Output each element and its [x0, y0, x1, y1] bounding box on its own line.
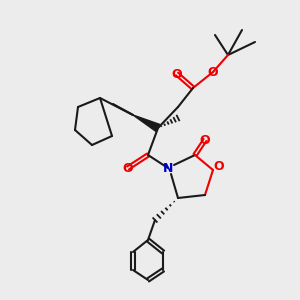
Polygon shape [133, 115, 160, 131]
Text: O: O [200, 134, 210, 146]
Text: O: O [208, 65, 218, 79]
Text: O: O [123, 161, 133, 175]
Text: O: O [172, 68, 182, 80]
Text: O: O [214, 160, 224, 173]
Text: N: N [163, 161, 173, 175]
